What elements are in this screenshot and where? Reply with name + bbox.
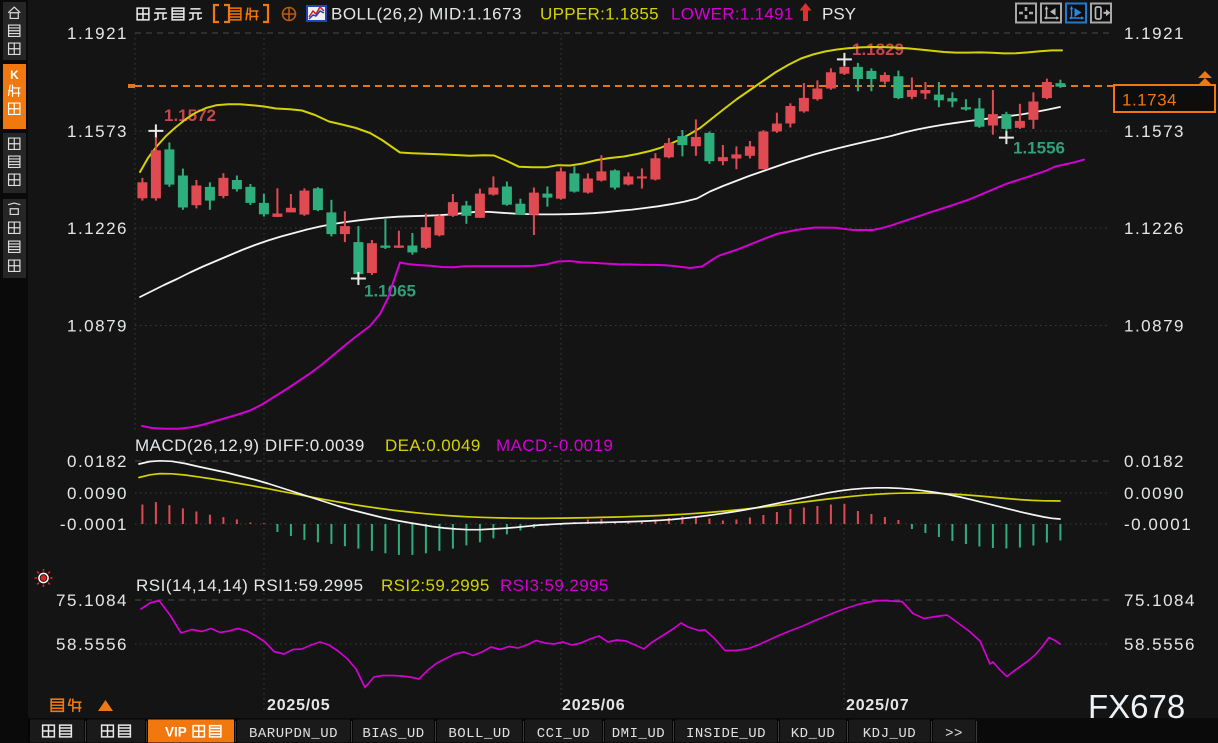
svg-text:FX678: FX678 — [1088, 688, 1185, 725]
svg-text:BIAS_UD: BIAS_UD — [362, 726, 424, 742]
svg-text:1.1573: 1.1573 — [1124, 122, 1185, 141]
svg-text:RSI(14,14,14) RSI1:59.2995: RSI(14,14,14) RSI1:59.2995 — [136, 576, 364, 595]
svg-text:DMI_UD: DMI_UD — [612, 726, 665, 742]
svg-text:2025/05: 2025/05 — [267, 697, 330, 714]
svg-text:>>: >> — [945, 726, 963, 742]
svg-text:1.1556: 1.1556 — [1013, 139, 1065, 158]
svg-text:INSIDE_UD: INSIDE_UD — [686, 726, 766, 742]
svg-text:RSI2:59.2995: RSI2:59.2995 — [381, 576, 490, 595]
svg-text:PSY: PSY — [822, 5, 856, 24]
svg-text:1.1921: 1.1921 — [67, 24, 128, 43]
svg-text:1.1829: 1.1829 — [852, 40, 904, 59]
svg-text:0.0090: 0.0090 — [1124, 484, 1185, 503]
svg-text:58.5556: 58.5556 — [1124, 635, 1196, 654]
svg-text:K: K — [10, 68, 19, 82]
svg-text:MACD(26,12,9) DIFF:0.0039: MACD(26,12,9) DIFF:0.0039 — [135, 436, 365, 455]
svg-text:75.1084: 75.1084 — [56, 591, 128, 610]
svg-text:0.0182: 0.0182 — [1124, 452, 1185, 471]
svg-text:2025/07: 2025/07 — [846, 697, 909, 714]
svg-text:1.1226: 1.1226 — [1124, 219, 1185, 238]
svg-text:75.1084: 75.1084 — [1124, 591, 1196, 610]
svg-text:BOLL_UD: BOLL_UD — [448, 726, 510, 742]
svg-text:0.0182: 0.0182 — [67, 452, 128, 471]
svg-text:2025/06: 2025/06 — [562, 697, 625, 714]
svg-text:CCI_UD: CCI_UD — [537, 726, 590, 742]
svg-text:0.0090: 0.0090 — [67, 484, 128, 503]
svg-text:LOWER:1.1491: LOWER:1.1491 — [671, 5, 794, 24]
svg-text:1.0879: 1.0879 — [1124, 317, 1185, 336]
svg-text:DEA:0.0049: DEA:0.0049 — [385, 436, 481, 455]
svg-text:BARUPDN_UD: BARUPDN_UD — [249, 726, 338, 742]
svg-text:1.1734: 1.1734 — [1122, 91, 1177, 110]
svg-text:RSI3:59.2995: RSI3:59.2995 — [500, 576, 609, 595]
svg-text:KD_UD: KD_UD — [791, 726, 836, 742]
svg-text:KDJ_UD: KDJ_UD — [863, 726, 916, 742]
svg-text:VIP: VIP — [165, 725, 187, 740]
svg-text:1.0879: 1.0879 — [67, 317, 128, 336]
svg-text:1.1573: 1.1573 — [67, 122, 128, 141]
svg-text:BOLL(26,2) MID:1.1673: BOLL(26,2) MID:1.1673 — [331, 5, 522, 24]
svg-text:-0.0001: -0.0001 — [60, 515, 128, 534]
svg-text:UPPER:1.1855: UPPER:1.1855 — [540, 5, 659, 24]
svg-text:1.1921: 1.1921 — [1124, 24, 1185, 43]
svg-text:1.1226: 1.1226 — [67, 219, 128, 238]
svg-text:MACD:-0.0019: MACD:-0.0019 — [496, 436, 613, 455]
svg-text:-0.0001: -0.0001 — [1124, 515, 1192, 534]
svg-text:58.5556: 58.5556 — [56, 635, 128, 654]
